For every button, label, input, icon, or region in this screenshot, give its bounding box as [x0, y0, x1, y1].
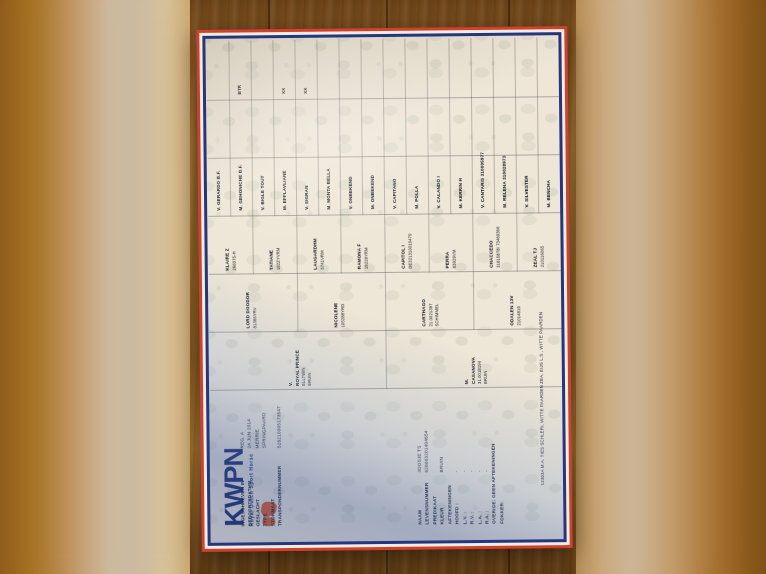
pedigree-gen3-3: LAUGARDHM 5741VRM [311, 238, 324, 270]
value-levensnummer: 528003201404654 [423, 430, 429, 473]
value-geboortedatum: 24 JUN 2014 [246, 418, 252, 449]
pedigree-gen1-sire: V. ROYAL PRINCE ELLTWIN BRUIN [287, 350, 313, 386]
breed-mark-4: XX [280, 87, 286, 95]
registration-values: REG. A 24 JUN 2014 MERRIE SPRINGPAARD 52… [238, 406, 283, 449]
pedigree-gen4-16: M. BENCHA [545, 179, 551, 208]
pedigree-gen3-4: RAMONA F 19228YRM [356, 243, 368, 270]
pedigree-gen1-dam: M. CASANOVA 31.0018194 BRUIN [463, 357, 489, 384]
value-geslacht: MERRIE [253, 428, 260, 449]
breed-mark-2: BTR [236, 85, 242, 95]
pedigree-gen3-8: ZEAL TJ 210116065 [532, 245, 544, 268]
label-ingeschreven-in: INGESCHREVEN IN [239, 480, 245, 527]
blurred-left-panel [0, 0, 190, 574]
value-lv: - [461, 470, 467, 473]
label-fokker: FOKKER: [498, 501, 504, 524]
pedigree-gen4-14: M. RELENA 310028973 [501, 155, 507, 208]
breed-mark-5: XX [302, 87, 308, 94]
pedigree-gen4-13: V. CANTARIS 310005977 [479, 151, 485, 208]
value-rv: - [468, 470, 474, 473]
value-kleur: BRUIN [438, 456, 444, 473]
blurred-right-panel [576, 0, 766, 574]
label-geslacht: GESLACHT [254, 499, 260, 527]
gen1-sire-name: ROYAL PRINCE [293, 349, 300, 386]
pedigree-gen2-a: LORD DOODOR 81386YRV [244, 291, 257, 329]
dam-prefix: M. [463, 378, 469, 385]
value-hoofd: - [453, 470, 459, 473]
document-content-plane: KWPN Royal Dutch Sport Horse NAAM LEVENS… [206, 37, 563, 541]
value-type: SPRINGPAARD [261, 412, 267, 449]
document-paper: KWPN Royal Dutch Sport Horse NAAM LEVENS… [205, 35, 564, 543]
pedigree-gen3-1: KLAIRE Z 268375-H [224, 248, 236, 271]
registration-labels: INGESCHREVEN IN GEBOORTEDATUM GESLACHT T… [238, 466, 283, 527]
sire-prefix: V. [287, 381, 293, 387]
value-la: - [475, 470, 481, 473]
gen1-dam-colour: BRUIN [482, 370, 488, 384]
label-type: TYPE [262, 513, 268, 527]
identification-values: JOOSJE TS 528003201404654 BRUIN - - - - … [415, 430, 490, 473]
pedigree-gen4-9: V. CAPITANO [391, 178, 397, 209]
pedigree-gen3-2: TATIANE 182ZYVRM [268, 247, 280, 271]
value-ra: - [483, 470, 489, 472]
value-predikaat [430, 430, 438, 472]
pedigree-gen2-c: CARTHAGO 21.0021397 SCHIMMEL [420, 298, 439, 327]
pedigree-gen4-10: M. POLLA [413, 185, 419, 209]
pedigree-gen4-15: V. SILVESTER [523, 175, 529, 208]
gen1-dam-name: CASANOVA [469, 357, 476, 385]
pedigree-gen4-6: M. MONTA BELLA [325, 168, 331, 210]
value-naam: JOOSJE TS [416, 445, 422, 473]
pedigree-gen3-7: CHACCEDO 31815878I 73469366 [487, 226, 500, 268]
label-stokmaat: STOKMAAT [269, 498, 275, 527]
pedigree-gen2-b: NICOLENE 105288YRD [332, 302, 345, 328]
pedigree-gen4-3: V. BIGLE TOUT [259, 175, 265, 211]
pedigree-gen3-5: CAPITOL I DE321310016479 [400, 233, 412, 269]
value-stokmaat [267, 406, 275, 448]
pedigree-gen2-d: ODALEN 13V 21014819 [508, 295, 521, 326]
pedigree-gen4-12: M. KERRIN H [457, 177, 463, 209]
pedigree-gen4-1: V. GERARDO B.F. [215, 170, 221, 211]
gen1-sire-colour: BRUIN [306, 372, 312, 386]
pedigree-gen4-7: V. ONBEKEND [347, 176, 353, 210]
label-transpondernummer: TRANSPONDERNUMMER [276, 465, 283, 527]
label-geboortedatum: GEBOORTEDATUM [246, 480, 253, 527]
pedigree-gen4-2: M. GEHONICHE B.F. [237, 164, 243, 211]
pedigree-gen4-4: M. EFFLAVLIANE [281, 170, 287, 211]
gen1-dam-number: 31.0018194 [476, 360, 482, 385]
label-overige: OVERIGE: GEEN AFTEKENINGEN [490, 443, 497, 524]
value-transpondernummer: 528210005173547 [275, 406, 282, 449]
pedigree-gen3-6: PERRA 83929VM [444, 249, 456, 269]
gen1-sire-number: ELLTWIN [300, 367, 306, 386]
pedigree-gen4-11: V. CALANDO I [435, 175, 441, 209]
kwpn-passport-document: KWPN Royal Dutch Sport Horse NAAM LEVENS… [196, 26, 573, 552]
value-ingeschreven-in: REG. A [238, 431, 245, 449]
pedigree-gen4-5: V. SIGRAN [303, 185, 309, 210]
pedigree-gen4-8: M. ONBEKEND [369, 174, 375, 210]
